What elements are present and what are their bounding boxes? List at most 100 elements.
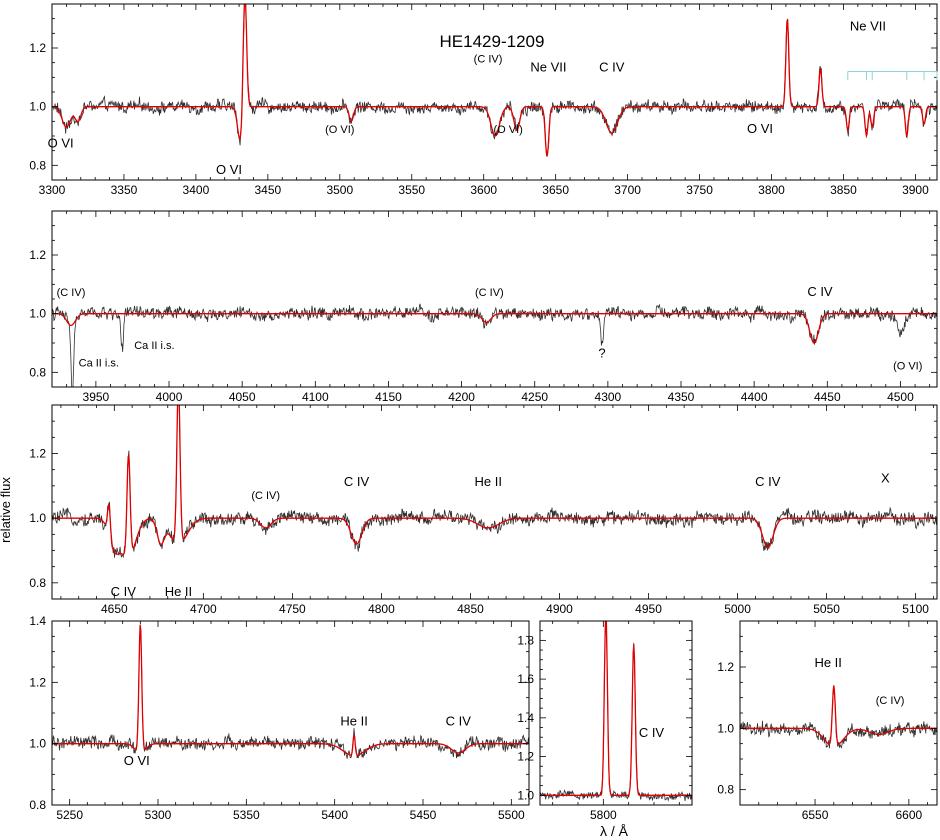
line-label: (O VI) [893,360,922,372]
x-tick-label: 4000 [156,390,183,404]
x-tick-label: 5250 [56,808,83,822]
x-tick-label: 3400 [183,183,210,197]
x-tick-label: 3750 [686,183,713,197]
x-tick-label: 6600 [896,808,923,822]
y-tick-label: 1.4 [517,711,534,725]
panel-row2: 3950 4000 4050 4100 4150 4200 4250 4300 4350 4400… [29,210,938,404]
y-tick-label: 1.0 [717,721,734,735]
y-tick-label: 1.2 [29,41,46,55]
plot-frame [539,620,693,806]
x-tick-label: 5000 [724,602,751,616]
x-tick-label: 3500 [326,183,353,197]
line-label: He II [814,655,841,670]
line-label: C IV [344,474,370,489]
x-tick-label: 3900 [902,183,929,197]
plot-frame [51,3,938,181]
model-spectrum-line [540,621,692,796]
line-label: O VI [124,753,150,768]
x-tick-label: 6550 [802,808,829,822]
observed-spectrum-line [52,405,937,559]
x-tick-label: 5100 [902,602,929,616]
x-tick-label: 4850 [457,602,484,616]
y-tick-label: 1.0 [517,788,534,802]
curves [540,621,692,802]
y-tick-label: 1.8 [517,633,534,647]
plot-frame [51,404,938,600]
panel-row1: 3300 3350 3400 3450 3500 3550 3600 3650 3700 3750… [29,3,938,197]
x-tick-label: 5300 [145,808,172,822]
model-spectrum-line [52,313,937,344]
x-tick-label: 3550 [398,183,425,197]
line-label: C IV [446,713,472,728]
curves [740,685,937,749]
x-tick-label: 4100 [302,390,329,404]
x-tick-label: 4900 [546,602,573,616]
x-axis-label: λ / Å [600,823,629,839]
line-label: Ne VII [530,59,566,74]
x-tick-label: 5800 [590,808,617,822]
panel-row4a: 5250 5300 5350 5400 5450 5500 0.8 1.0 1.2 1.4 O VI… [29,614,530,822]
line-label: Ne VII [850,18,886,33]
line-label: Ca II i.s. [79,357,119,369]
x-tick-label: 3650 [542,183,569,197]
line-label: (C IV) [876,695,905,707]
line-label: Ca II i.s. [134,340,174,352]
observed-spectrum-line [52,303,937,387]
model-spectrum-line [52,625,529,756]
curves [52,624,529,759]
y-tick-label: 1.2 [29,675,46,689]
y-tick-label: 1.2 [29,248,46,262]
line-label: (C IV) [251,490,280,502]
x-tick-label: 4250 [521,390,548,404]
x-tick-label: 3600 [470,183,497,197]
line-label: C IV [755,474,781,489]
line-label: ? [598,346,605,361]
model-spectrum-line [740,685,937,745]
y-tick-label: 0.8 [717,783,734,797]
line-label: (C IV) [475,287,504,299]
y-tick-label: 1.2 [29,447,46,461]
observed-spectrum-line [540,621,692,802]
x-tick-label: 3450 [255,183,282,197]
panel-row3: 4650 4700 4750 4800 4850 4900 4950 5000 5050 5100… [29,404,938,616]
line-label: C IV [111,584,137,599]
y-tick-label: 0.8 [29,798,46,812]
line-label: He II [165,584,192,599]
plot-frame [739,620,938,806]
x-tick-label: 4750 [279,602,306,616]
y-tick-label: 0.8 [29,576,46,590]
curves [52,405,937,559]
y-tick-label: 1.0 [29,307,46,321]
panel-row4b: 5800 1.0 1.2 1.4 1.6 1.8 C IV [517,620,693,822]
x-tick-label: 5500 [498,808,525,822]
line-label: (O VI) [493,124,522,136]
y-axis-label: relative flux [0,477,13,543]
model-spectrum-line [52,405,937,555]
x-tick-label: 5400 [321,808,348,822]
x-tick-label: 4300 [595,390,622,404]
y-tick-label: 0.8 [29,365,46,379]
y-tick-label: 1.2 [517,750,534,764]
x-tick-label: 3350 [111,183,138,197]
x-tick-label: 4800 [368,602,395,616]
line-label: (C IV) [474,54,503,66]
x-tick-label: 4350 [668,390,695,404]
y-tick-label: 0.8 [29,158,46,172]
line-label: C IV [639,725,665,740]
figure-title: HE1429-1209 [440,32,545,51]
x-tick-label: 5450 [410,808,437,822]
x-tick-label: 3950 [83,390,110,404]
x-tick-label: 4200 [448,390,475,404]
curves [52,4,937,157]
x-tick-label: 4150 [375,390,402,404]
observed-spectrum-line [52,624,529,759]
model-spectrum-line [52,4,937,157]
x-tick-label: 4050 [229,390,256,404]
x-tick-label: 4450 [814,390,841,404]
x-tick-label: 4950 [635,602,662,616]
line-label: C IV [807,284,833,299]
x-tick-label: 4700 [190,602,217,616]
line-label: He II [475,474,502,489]
y-tick-label: 1.0 [29,737,46,751]
